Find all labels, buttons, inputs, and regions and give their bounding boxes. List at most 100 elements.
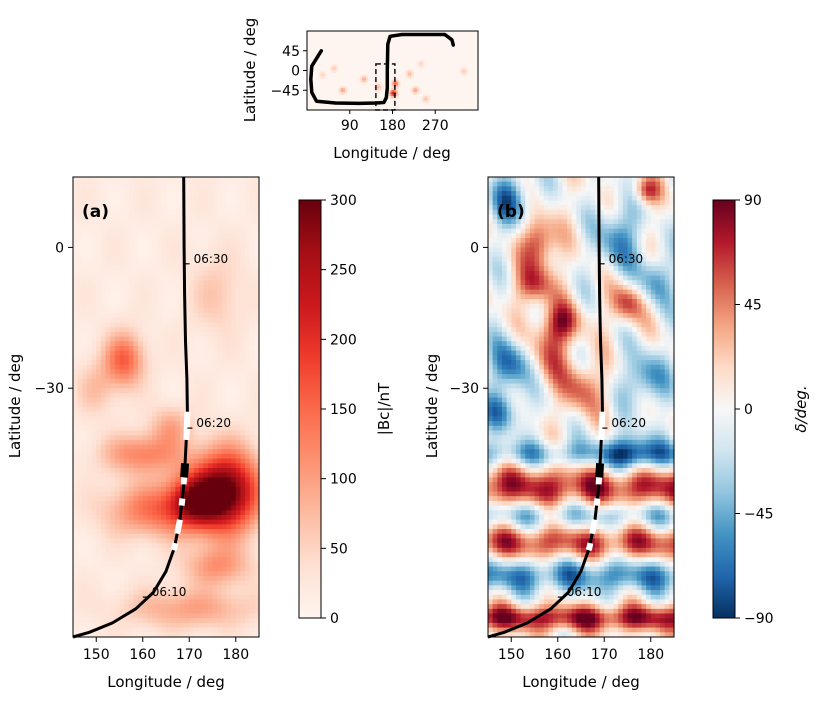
heatmap-cell xyxy=(161,195,167,202)
heatmap-cell xyxy=(161,416,167,422)
heatmap-cell xyxy=(133,242,139,248)
heatmap-cell xyxy=(105,491,111,497)
heatmap-cell xyxy=(161,177,167,183)
heatmap-cell xyxy=(128,566,135,572)
heatmap-cell xyxy=(585,205,591,211)
heatmap-cell xyxy=(632,252,638,258)
heatmap-cell xyxy=(511,266,517,272)
heatmap-cell xyxy=(226,472,232,478)
heatmap-cell xyxy=(525,256,531,263)
heatmap-cell xyxy=(664,238,670,244)
heatmap-cell xyxy=(571,247,577,253)
heatmap-cell xyxy=(235,299,241,305)
heatmap-cell xyxy=(231,632,237,638)
heatmap-cell xyxy=(147,482,153,488)
heatmap-cell xyxy=(245,599,251,605)
heatmap-cell xyxy=(138,421,144,427)
heatmap-cell xyxy=(175,477,181,483)
heatmap-cell xyxy=(77,299,83,305)
heatmap-cell xyxy=(221,256,228,263)
heatmap-cell xyxy=(96,186,102,192)
heatmap-cell xyxy=(231,275,237,281)
heatmap-cell xyxy=(632,181,638,187)
heatmap-cell xyxy=(184,580,190,586)
heatmap-cell xyxy=(179,397,186,403)
heatmap-cell xyxy=(221,622,228,629)
heatmap-cell xyxy=(217,214,223,220)
heatmap-cell xyxy=(249,599,255,605)
heatmap-cell xyxy=(217,594,223,601)
heatmap-cell xyxy=(128,181,135,187)
heatmap-cell xyxy=(161,486,167,493)
heatmap-cell xyxy=(525,209,531,216)
heatmap-cell xyxy=(231,444,237,450)
heatmap-cell xyxy=(110,486,116,493)
heatmap-cell xyxy=(217,336,223,342)
heatmap-cell xyxy=(133,566,139,572)
heatmap-cell xyxy=(646,247,652,253)
heatmap-cell xyxy=(161,421,167,427)
heatmap-cell xyxy=(91,566,97,572)
heatmap-cell xyxy=(249,214,255,220)
heatmap-cell xyxy=(249,557,255,563)
heatmap-cell xyxy=(91,482,97,488)
heatmap-cell xyxy=(235,242,241,248)
heatmap-cell xyxy=(245,477,251,483)
heatmap-cell xyxy=(156,341,162,347)
heatmap-cell xyxy=(221,458,228,464)
heatmap-cell xyxy=(553,238,559,244)
heatmap-cell xyxy=(96,543,102,549)
heatmap-cell xyxy=(650,256,656,263)
heatmap-cell xyxy=(581,181,587,187)
heatmap-cell xyxy=(198,186,204,192)
heatmap-cell xyxy=(152,416,158,422)
heatmap-cell xyxy=(604,214,610,220)
heatmap-cell xyxy=(207,191,214,197)
heatmap-cell xyxy=(166,477,172,483)
heatmap-cell xyxy=(249,496,255,502)
heatmap-cell xyxy=(147,289,153,295)
heatmap-cell xyxy=(77,181,83,187)
heatmap-cell xyxy=(156,439,162,446)
heatmap-cell xyxy=(203,500,209,507)
heatmap-cell xyxy=(590,238,596,244)
heatmap-cell xyxy=(114,341,121,347)
heatmap-cell xyxy=(198,533,204,540)
inset-x-tick-label: 90 xyxy=(341,118,359,134)
heatmap-cell xyxy=(119,209,125,216)
heatmap-cell xyxy=(114,416,121,422)
heatmap-cell xyxy=(249,331,255,338)
heatmap-cell xyxy=(166,496,172,502)
heatmap-cell xyxy=(198,341,204,347)
heatmap-cell xyxy=(189,430,195,436)
heatmap-cell xyxy=(221,303,228,310)
heatmap-cell xyxy=(203,618,209,624)
heatmap-cell xyxy=(133,233,139,239)
heatmap-cell xyxy=(207,425,214,432)
heatmap-cell xyxy=(231,533,237,540)
heatmap-cell xyxy=(142,416,148,422)
heatmap-cell xyxy=(170,416,176,422)
heatmap-cell xyxy=(119,599,125,605)
heatmap-cell xyxy=(254,580,260,586)
heatmap-cell xyxy=(161,383,167,389)
heatmap-cell xyxy=(231,289,237,295)
heatmap-cell xyxy=(100,575,107,582)
heatmap-cell xyxy=(249,416,255,422)
heatmap-cell xyxy=(184,205,190,211)
heatmap-cell xyxy=(506,247,512,253)
heatmap-cell xyxy=(198,458,204,464)
heatmap-cell xyxy=(515,238,522,244)
heatmap-cell xyxy=(207,430,214,436)
heatmap-cell xyxy=(189,575,195,582)
heatmap-cell xyxy=(91,383,97,389)
heatmap-cell xyxy=(203,177,209,183)
heatmap-cell xyxy=(660,233,666,239)
heatmap-cell xyxy=(193,594,200,601)
heatmap-cell xyxy=(133,360,139,366)
heatmap-cell xyxy=(110,491,116,497)
heatmap-cell xyxy=(114,463,121,469)
heatmap-cell xyxy=(133,378,139,385)
heatmap-cell xyxy=(660,186,666,192)
heatmap-cell xyxy=(189,510,195,516)
